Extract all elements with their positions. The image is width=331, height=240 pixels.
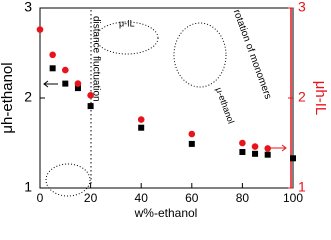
point — [49, 65, 56, 72]
point — [251, 143, 259, 150]
y-axis-label: μh-ethanol — [0, 62, 16, 133]
annotation: distance fluctuation — [90, 16, 101, 102]
y-tick-label: 2 — [24, 89, 32, 105]
point — [36, 26, 44, 33]
y-tick-label: 1 — [24, 179, 32, 195]
annotation: rotation of monomers — [231, 8, 274, 101]
y2-axis-label: μh-IL — [312, 81, 329, 116]
hbond-ellipse — [45, 163, 91, 197]
plot-frame — [39, 7, 294, 189]
annotation: μ-IL — [119, 18, 135, 28]
point — [138, 124, 145, 131]
point — [188, 140, 195, 147]
point — [188, 130, 196, 138]
x-tick-label: 100 — [283, 191, 303, 205]
right-arrow — [270, 144, 287, 152]
x-axis-label: w%-ethanol — [134, 206, 198, 220]
x-tick-label: 0 — [37, 191, 44, 205]
point — [290, 155, 296, 162]
x-tick-label: 40 — [135, 191, 149, 205]
chart: μh-ethanol μh-IL w%-ethanol μ-IL distanc… — [0, 0, 329, 220]
ethanol-ellipse — [173, 22, 227, 88]
y2-tick-label: 1 — [298, 179, 306, 195]
point — [239, 139, 246, 147]
x-tick-label: 20 — [84, 191, 98, 205]
point — [87, 92, 94, 99]
annotation: μ-ethanol — [214, 86, 236, 125]
point — [137, 116, 145, 123]
point — [264, 145, 272, 152]
x-tick-label: 80 — [236, 191, 250, 205]
y2-tick-label: 3 — [298, 0, 306, 15]
x-tick-label: 60 — [185, 191, 199, 205]
point — [74, 85, 81, 92]
point — [62, 66, 69, 74]
point — [239, 149, 246, 155]
point — [87, 103, 94, 110]
il-ellipse — [95, 21, 159, 55]
y-tick-label: 3 — [24, 0, 32, 15]
y2-tick-label: 2 — [298, 89, 306, 105]
point — [74, 80, 82, 87]
left-arrow — [43, 80, 58, 88]
point — [62, 80, 69, 87]
point — [252, 150, 259, 157]
point — [49, 51, 56, 59]
point — [264, 151, 271, 158]
